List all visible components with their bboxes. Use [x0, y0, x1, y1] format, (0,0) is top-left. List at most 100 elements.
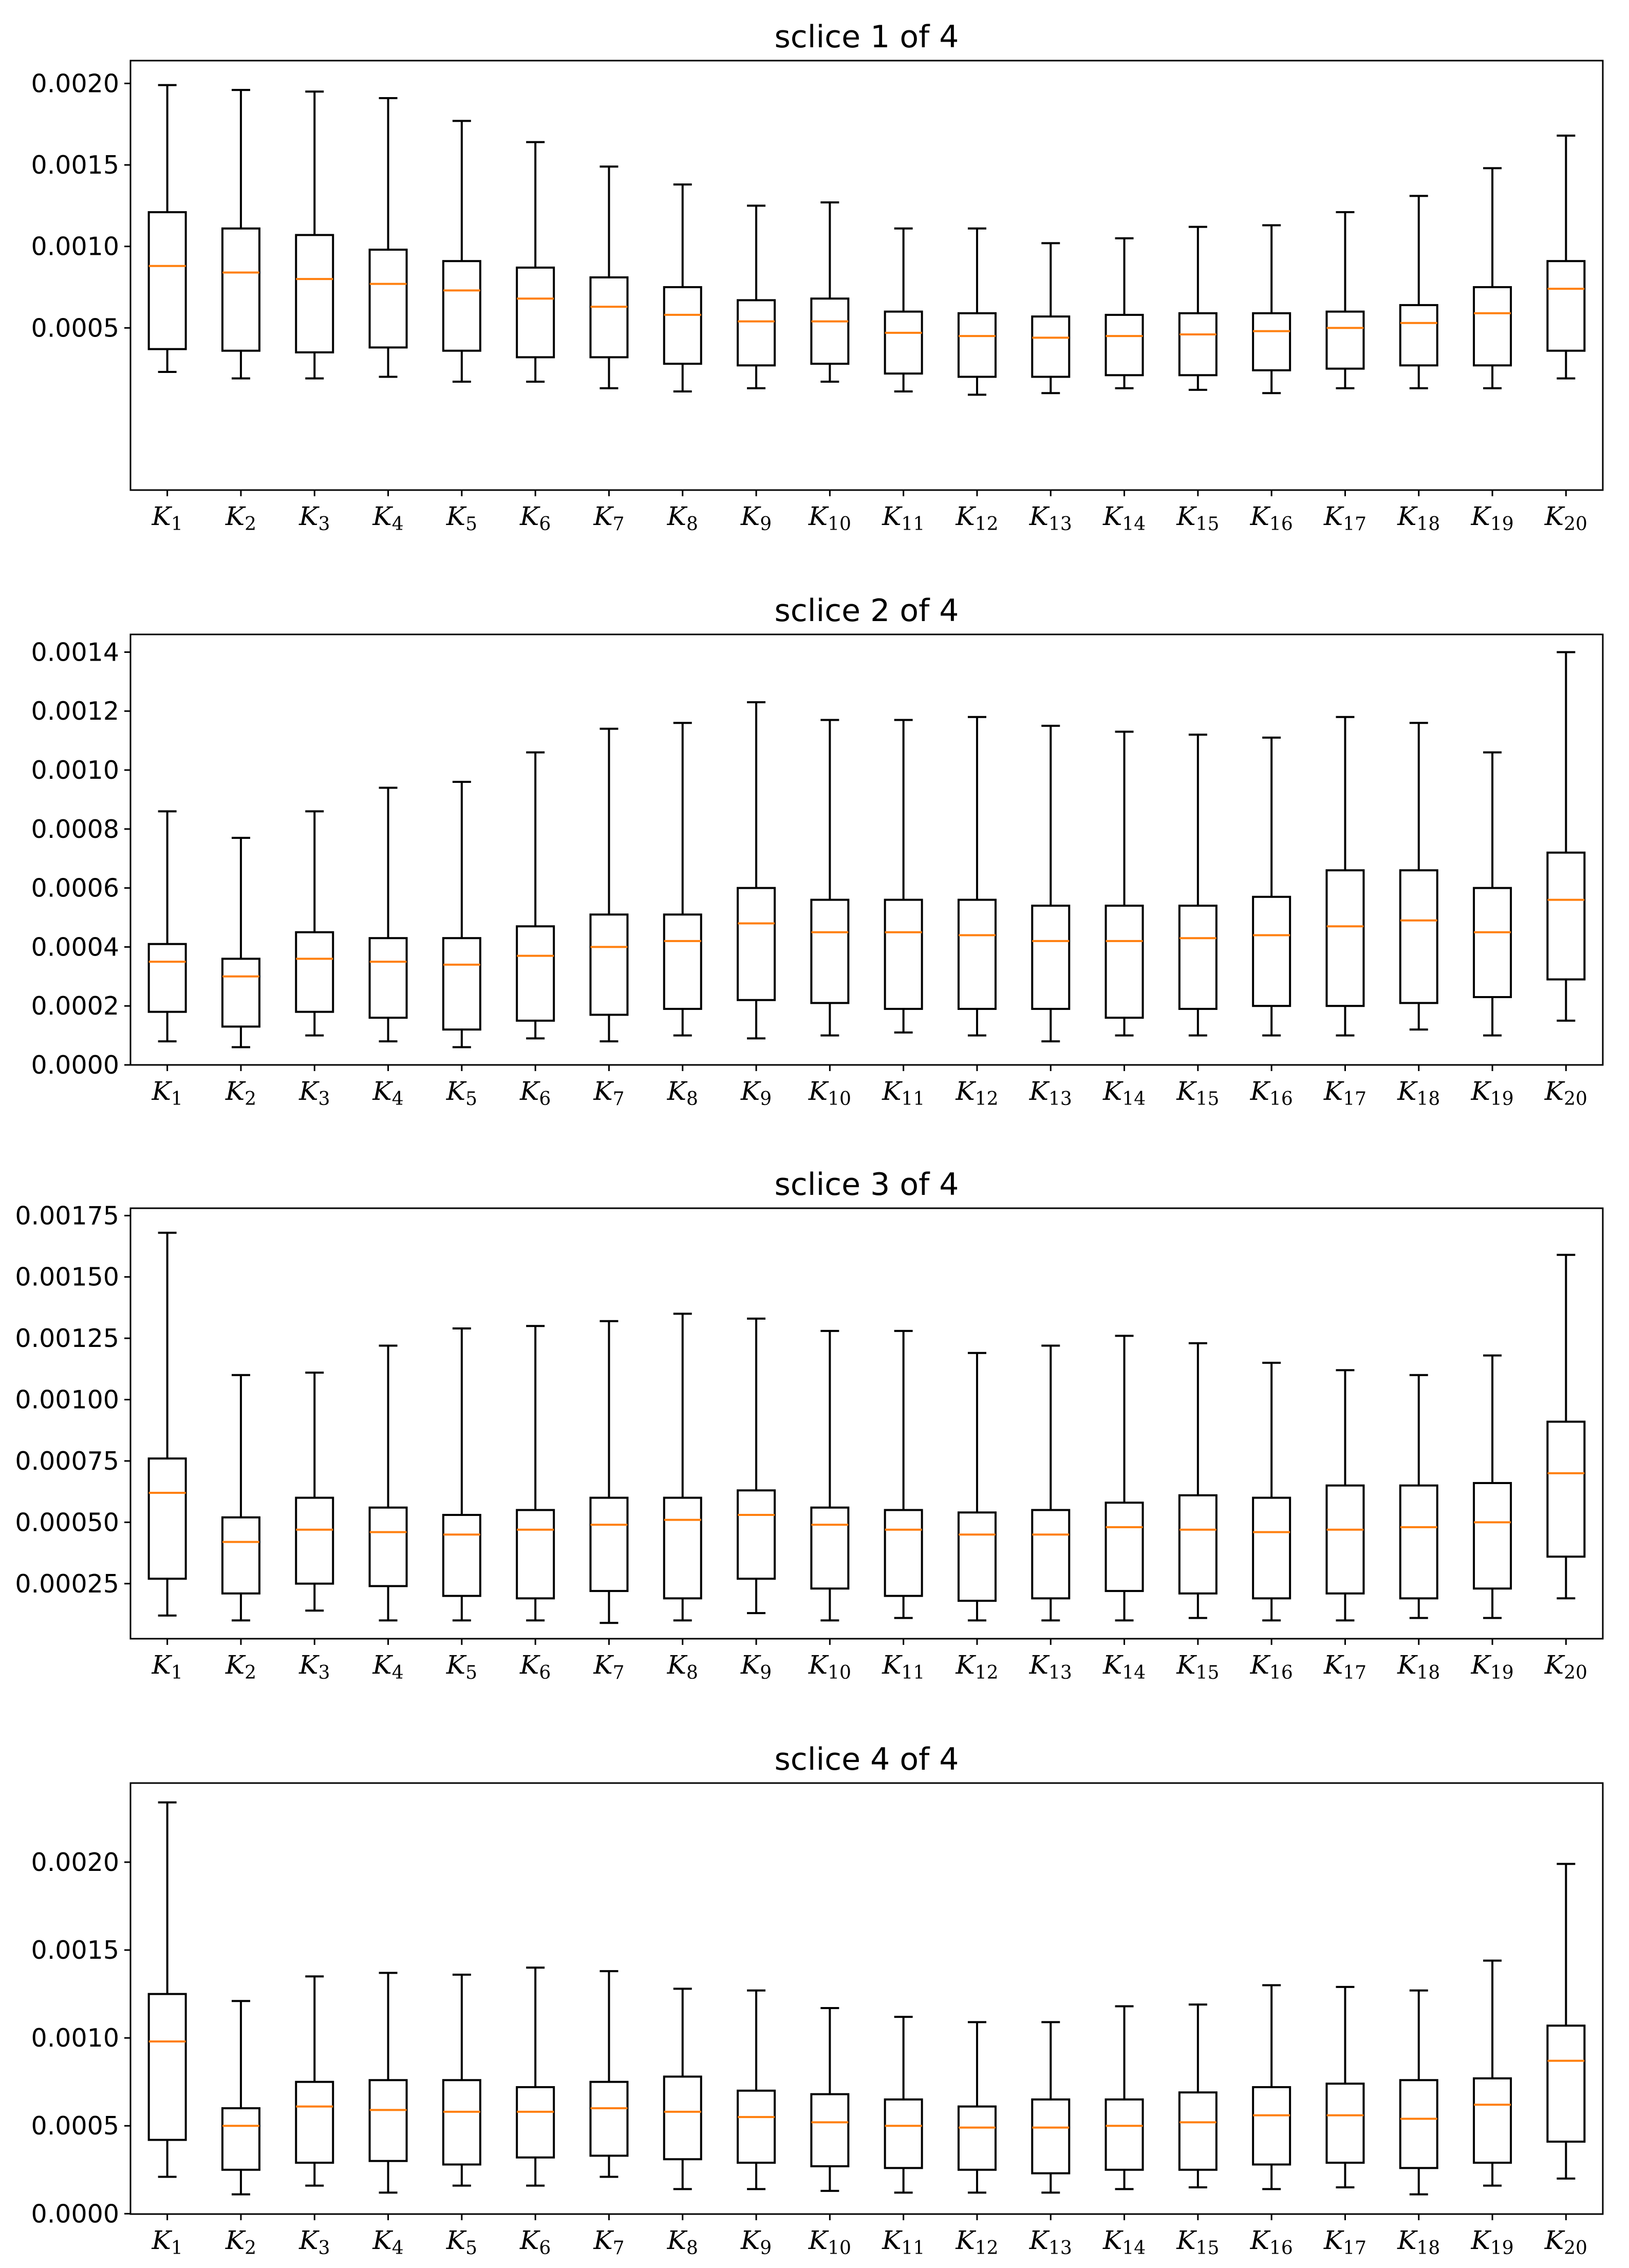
iqr-box — [1546, 260, 1586, 352]
iqr-box — [442, 937, 481, 1031]
box-k18 — [1399, 722, 1438, 1031]
x-tick-label-base: K — [882, 1650, 903, 1680]
x-tick-label-subscript: 15 — [1196, 1662, 1220, 1683]
x-tick-label-subscript: 19 — [1490, 1089, 1514, 1110]
x-tick-label-base: K — [1102, 1650, 1124, 1680]
x-tick-label-subscript: 10 — [828, 2238, 851, 2259]
x-tick-label: K19 — [1470, 1650, 1513, 1683]
x-tick-label-base: K — [1323, 1076, 1344, 1106]
x-tick-label-subscript: 16 — [1269, 1662, 1293, 1683]
x-tick-label-base: K — [1102, 501, 1124, 531]
x-tick-label-base: K — [446, 2225, 467, 2255]
x-tick-label: K9 — [740, 501, 772, 535]
x-tick-label-subscript: 4 — [392, 514, 404, 535]
x-tick-label: K15 — [1176, 1076, 1219, 1110]
x-tick-label: K11 — [882, 2225, 925, 2259]
box-k13 — [1031, 2021, 1071, 2194]
x-tick-label-base: K — [152, 1076, 173, 1106]
x-tick-label-base: K — [1470, 1650, 1491, 1680]
box-k20 — [1546, 1863, 1586, 2180]
x-tick-label: K6 — [519, 2225, 551, 2259]
x-tick-label-subscript: 18 — [1417, 514, 1440, 535]
x-tick-label-base: K — [808, 1076, 829, 1106]
iqr-box — [1031, 315, 1071, 378]
x-tick-label-subscript: 3 — [318, 1089, 330, 1110]
x-tick-label-subscript: 8 — [686, 1662, 698, 1683]
iqr-box — [810, 1506, 850, 1590]
box-k13 — [1031, 724, 1071, 1043]
y-tick-label: 0.0000 — [31, 1051, 119, 1080]
x-tick-label: K18 — [1397, 2225, 1440, 2259]
iqr-box — [221, 227, 260, 352]
x-tick-label: K15 — [1176, 2225, 1219, 2259]
iqr-box — [1399, 304, 1438, 367]
x-tick-label: K3 — [298, 1650, 330, 1683]
x-tick-label-subscript: 11 — [901, 514, 925, 535]
x-tick-label-base: K — [1029, 501, 1050, 531]
x-tick-label-base: K — [667, 2225, 688, 2255]
box-k12 — [957, 1352, 997, 1622]
x-tick-label-subscript: 9 — [760, 514, 772, 535]
x-tick-label-base: K — [1029, 1650, 1050, 1680]
y-tick-label: 0.00125 — [15, 1324, 119, 1353]
iqr-box — [1325, 2083, 1365, 2164]
x-tick-label: K1 — [152, 501, 183, 535]
box-k19 — [1473, 1354, 1512, 1619]
x-tick-label: K4 — [372, 1076, 403, 1110]
x-tick-label-base: K — [740, 2225, 761, 2255]
plot-frame — [129, 60, 1604, 491]
x-tick-label-subscript: 9 — [760, 1662, 772, 1683]
iqr-box — [737, 887, 776, 1001]
x-tick-label: K5 — [446, 2225, 477, 2259]
box-k17 — [1325, 716, 1365, 1037]
x-tick-label: K14 — [1102, 1650, 1146, 1683]
x-tick-label-base: K — [1397, 501, 1418, 531]
y-tick-label: 0.00100 — [15, 1385, 119, 1415]
box-k2 — [221, 837, 260, 1048]
box-k4 — [368, 786, 408, 1043]
iqr-box — [442, 1514, 481, 1597]
x-tick-label: K3 — [298, 501, 330, 535]
iqr-box — [1325, 1484, 1365, 1595]
iqr-box — [663, 1496, 702, 1600]
box-k6 — [516, 751, 555, 1040]
iqr-box — [516, 2086, 555, 2159]
box-k16 — [1252, 1984, 1291, 2190]
box-k16 — [1252, 736, 1291, 1037]
box-k9 — [737, 1317, 776, 1615]
x-tick-label-subscript: 3 — [318, 514, 330, 535]
x-tick-label: K5 — [446, 1650, 477, 1683]
box-k4 — [368, 1972, 408, 2194]
y-tick-label: 0.0010 — [31, 756, 119, 785]
iqr-box — [1325, 869, 1365, 1007]
x-tick-label: K11 — [882, 1650, 925, 1683]
iqr-box — [957, 312, 997, 378]
x-tick-label-base: K — [1544, 2225, 1565, 2255]
x-tick-label: K19 — [1470, 1076, 1513, 1110]
x-tick-label-subscript: 12 — [975, 1089, 999, 1110]
box-k14 — [1104, 730, 1144, 1037]
x-tick-label: K16 — [1250, 1076, 1293, 1110]
iqr-box — [957, 1511, 997, 1602]
box-k10 — [810, 2007, 850, 2192]
x-tick-label-base: K — [593, 2225, 614, 2255]
x-tick-label: K8 — [667, 2225, 698, 2259]
x-tick-label-subscript: 6 — [539, 514, 551, 535]
iqr-box — [589, 2080, 629, 2157]
x-tick-label: K17 — [1323, 501, 1366, 535]
x-tick-label-base: K — [1176, 1650, 1197, 1680]
x-tick-label-subscript: 16 — [1269, 2238, 1293, 2259]
x-tick-label-base: K — [740, 1076, 761, 1106]
x-tick-label: K1 — [152, 1650, 183, 1683]
x-tick-label: K7 — [593, 1076, 624, 1110]
x-tick-label-base: K — [1470, 2225, 1491, 2255]
box-k14 — [1104, 237, 1144, 389]
box-k3 — [295, 1372, 334, 1612]
iqr-box — [442, 260, 481, 352]
box-k15 — [1178, 226, 1218, 391]
x-tick-label-base: K — [1176, 501, 1197, 531]
iqr-box — [737, 1489, 776, 1580]
x-tick-label-base: K — [519, 2225, 540, 2255]
subplot-4: sclice 4 of 4 0.0000 0.0005 0.0010 0.0015 0.0… — [31, 1741, 1604, 2259]
